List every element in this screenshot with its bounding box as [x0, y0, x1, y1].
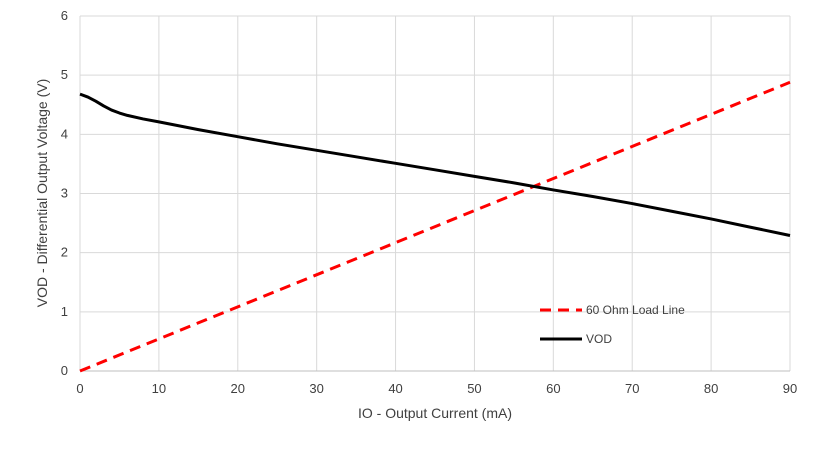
x-tick-label: 70 [625, 381, 639, 396]
x-tick-label: 90 [783, 381, 797, 396]
y-tick-label: 0 [61, 363, 68, 378]
legend-label-60-ohm-load-line: 60 Ohm Load Line [586, 303, 685, 317]
y-axis-title: VOD - Differential Output Voltage (V) [34, 79, 50, 308]
plot-area [79, 80, 791, 373]
x-axis-title: IO - Output Current (mA) [358, 405, 512, 421]
x-tick-label: 30 [309, 381, 323, 396]
axes: 0 10 20 30 40 50 60 70 80 90 0 1 2 3 4 5 6 [61, 8, 797, 396]
x-tick-label: 40 [388, 381, 402, 396]
y-tick-label: 1 [61, 304, 68, 319]
y-tick-label: 3 [61, 186, 68, 201]
x-tick-label: 50 [467, 381, 481, 396]
x-tick-label: 20 [231, 381, 245, 396]
y-tick-label: 6 [61, 8, 68, 23]
grid [80, 15, 791, 371]
x-tick-label: 60 [546, 381, 560, 396]
x-tick-label: 10 [152, 381, 166, 396]
y-tick-label: 4 [61, 126, 68, 141]
x-tick-label: 80 [704, 381, 718, 396]
x-tick-label: 0 [76, 381, 83, 396]
series-line-60-ohm-load-line [79, 80, 791, 373]
y-tick-label: 2 [61, 245, 68, 260]
legend-label-vod: VOD [586, 332, 612, 346]
y-tick-label: 5 [61, 67, 68, 82]
series-line-vod [79, 92, 791, 237]
legend: 60 Ohm Load Line VOD [540, 303, 685, 346]
